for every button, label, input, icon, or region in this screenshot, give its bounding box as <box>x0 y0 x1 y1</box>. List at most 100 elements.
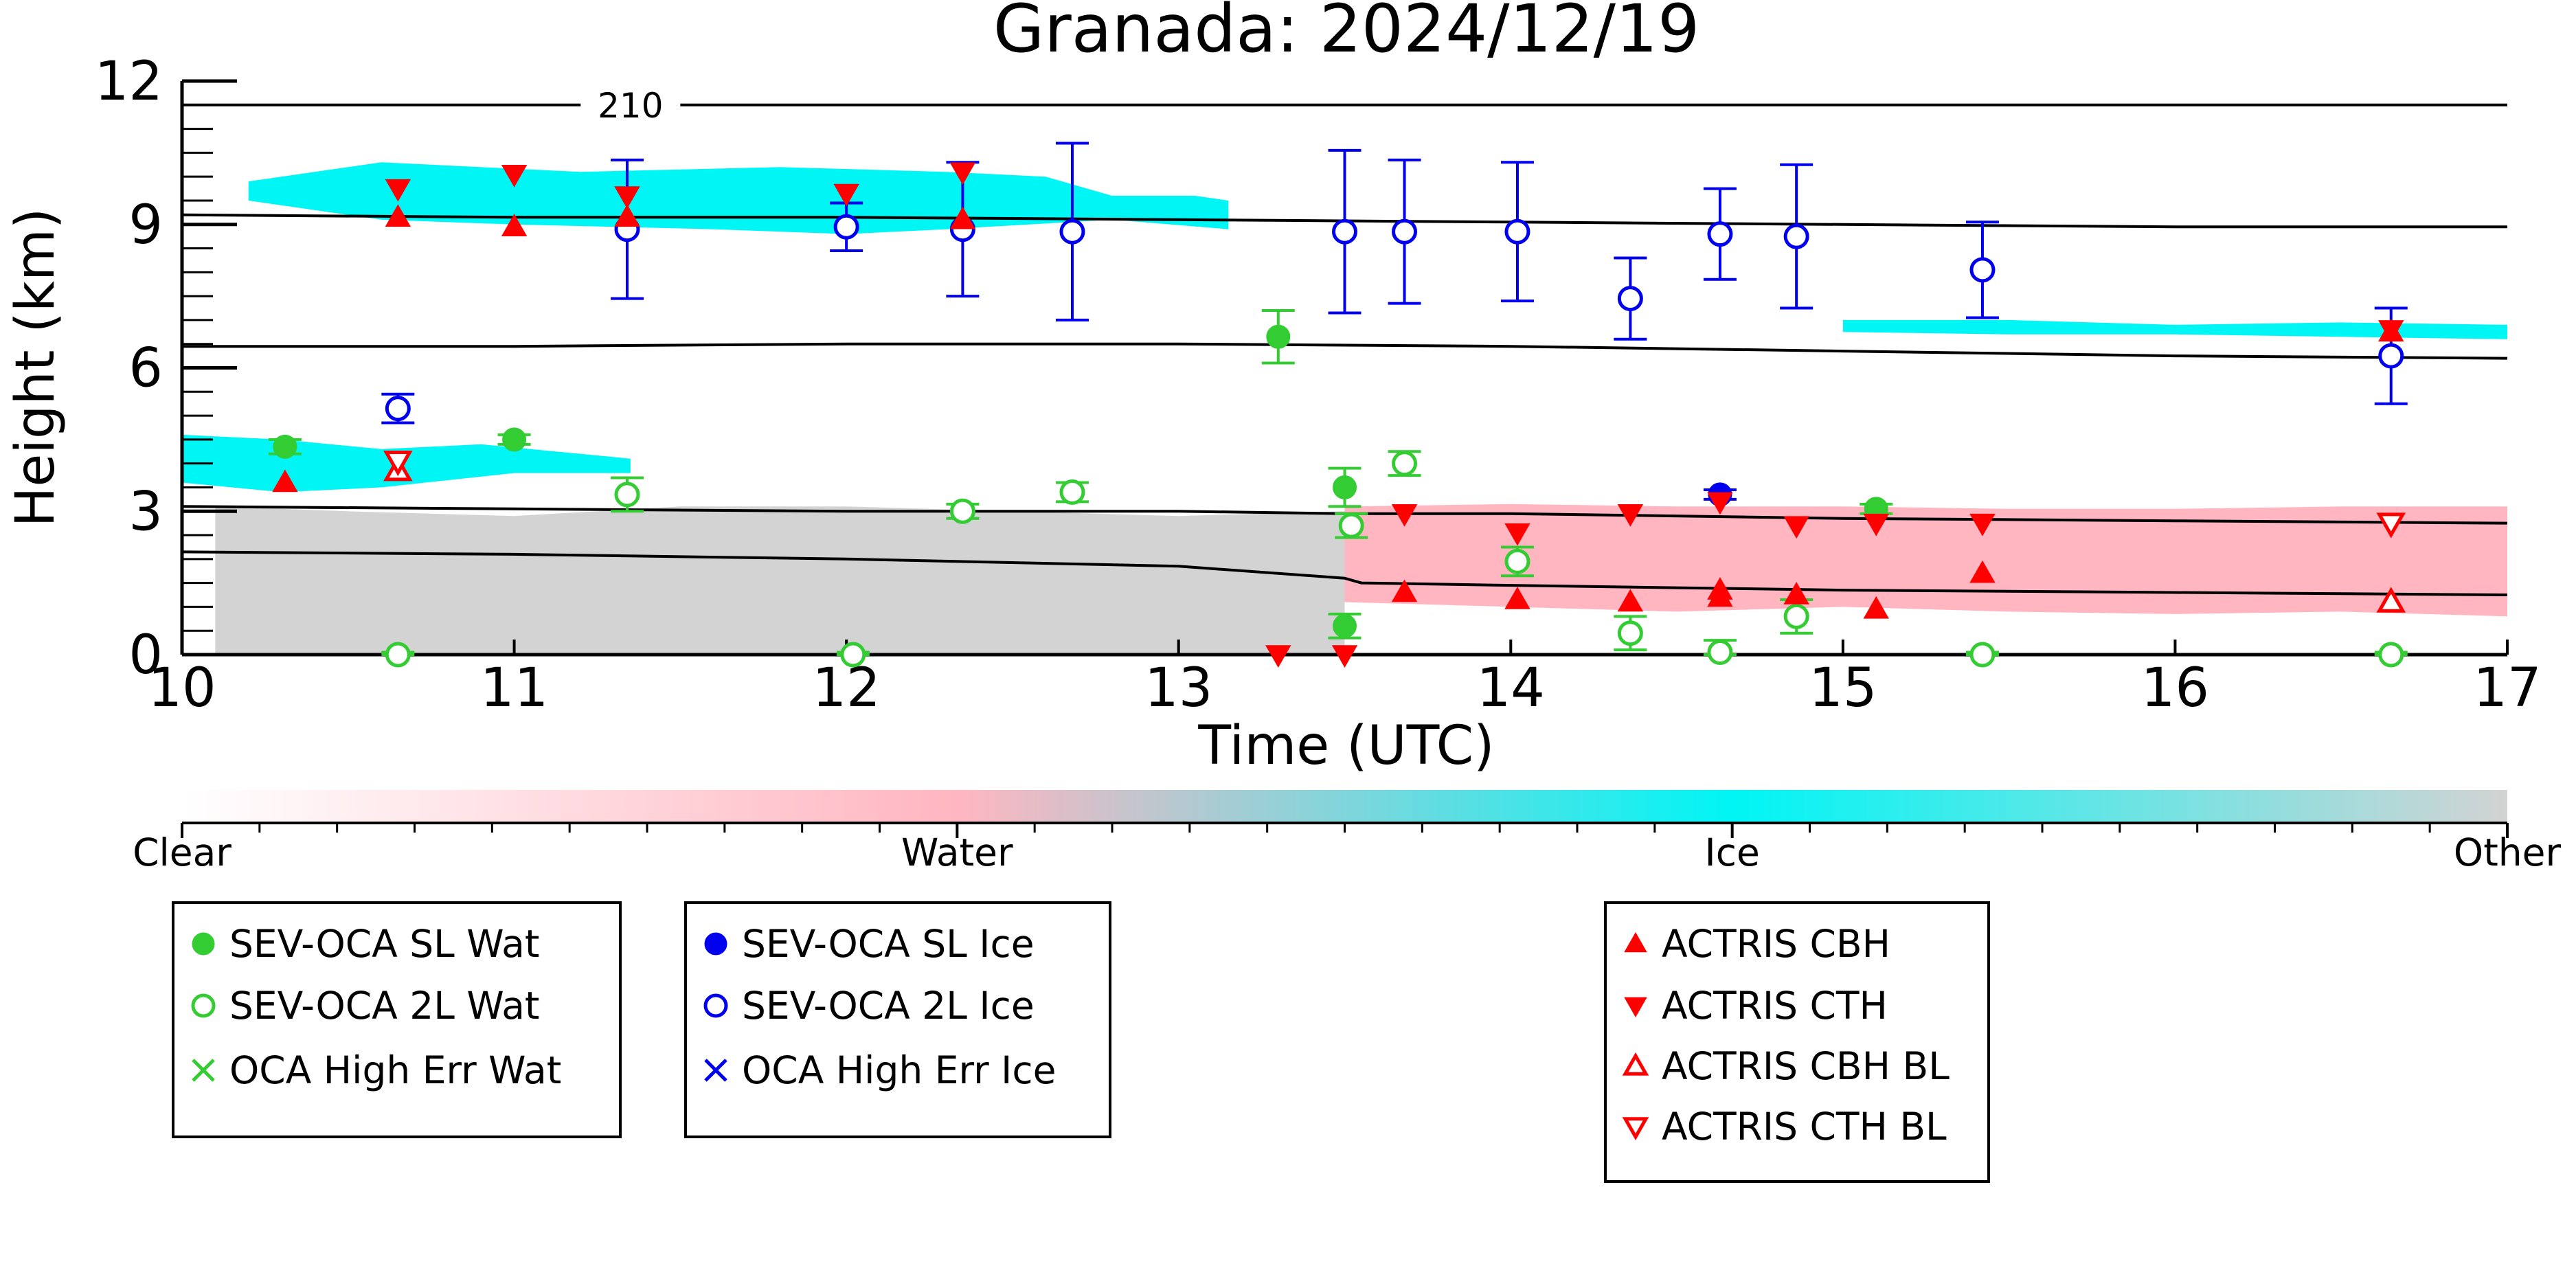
x-tick-label: 14 <box>1477 657 1545 719</box>
marker <box>192 1059 215 1082</box>
x-tick-label: 10 <box>148 657 216 719</box>
x-tick-label: 17 <box>2473 657 2541 719</box>
marker <box>1624 997 1647 1018</box>
marker <box>949 498 975 524</box>
marker <box>273 434 297 459</box>
cloud-region-ice <box>182 434 631 493</box>
marker <box>1622 1117 1649 1141</box>
marker <box>2378 320 2404 343</box>
marker <box>1391 579 1418 602</box>
contour-line <box>181 550 2508 596</box>
x-tick-label: 16 <box>2141 657 2209 719</box>
colorbar-label: Other <box>2454 831 2562 874</box>
y-axis-label: Height (km) <box>5 208 67 528</box>
contour-line <box>182 342 2508 360</box>
marker <box>703 993 728 1018</box>
legend-entry: ACTRIS CTH BL <box>1619 1105 1947 1149</box>
marker <box>1617 504 1644 527</box>
legend-label: SEV-OCA 2L Wat <box>229 984 540 1028</box>
y-tick-label: 6 <box>128 338 163 400</box>
legend-ice: SEV-OCA SL Ice SEV-OCA 2L Ice OCA High Err… <box>684 901 1111 1138</box>
marker <box>1391 504 1418 527</box>
marker <box>1707 640 1733 666</box>
marker <box>704 1059 727 1082</box>
marker <box>1617 620 1643 646</box>
marker <box>1969 513 1996 536</box>
legend-entry: SEV-OCA SL Ice <box>699 922 1035 966</box>
legend-label: ACTRIS CBH BL <box>1662 1044 1950 1088</box>
marker <box>949 162 976 185</box>
legend-entry: SEV-OCA 2L Wat <box>187 984 540 1028</box>
legend-marker <box>1619 1050 1652 1083</box>
marker <box>1624 931 1647 953</box>
marker <box>1059 479 1085 505</box>
marker <box>1783 516 1809 539</box>
marker <box>1617 589 1644 612</box>
colorbar-gradient <box>182 790 2507 823</box>
legend-marker <box>699 927 732 960</box>
x-tick-label: 15 <box>1809 657 1877 719</box>
series-sev-oca-2l-ice <box>381 142 2408 425</box>
y-tick-label: 9 <box>128 194 163 256</box>
marker <box>502 427 527 452</box>
legend-label: SEV-OCA SL Wat <box>229 922 540 966</box>
marker <box>1266 324 1291 349</box>
legend-label: OCA High Err Ice <box>742 1048 1057 1092</box>
marker <box>2376 587 2406 613</box>
marker <box>1265 645 1291 668</box>
legend-marker <box>187 927 220 960</box>
marker <box>1707 221 1733 247</box>
x-axis-label: Time (UTC) <box>1197 715 1494 777</box>
y-tick-label: 3 <box>128 481 163 543</box>
marker <box>1969 257 1996 283</box>
marker <box>1707 492 1733 515</box>
marker <box>1783 582 1809 605</box>
legend-entry: SEV-OCA SL Wat <box>187 922 540 966</box>
legend-marker <box>1619 989 1652 1022</box>
marker <box>1332 218 1357 245</box>
legend-marker <box>187 1054 220 1087</box>
marker <box>840 642 866 668</box>
marker <box>2376 512 2406 539</box>
marker <box>1392 451 1418 477</box>
marker <box>191 993 216 1018</box>
chart-title: Granada: 2024/12/19 <box>993 0 1699 67</box>
series-actris-cbh <box>272 204 2404 619</box>
marker <box>614 204 640 227</box>
x-tick-label: 12 <box>813 657 881 719</box>
marker <box>1331 645 1358 668</box>
marker <box>2378 642 2404 668</box>
marker <box>949 206 976 229</box>
legend-entry: OCA High Err Wat <box>187 1048 562 1092</box>
marker <box>385 396 411 422</box>
legend-label: ACTRIS CTH BL <box>1662 1105 1947 1149</box>
contour-label: 210 <box>598 86 663 126</box>
marker <box>614 482 640 508</box>
legend-entry: ACTRIS CBH BL <box>1619 1044 1950 1088</box>
marker <box>833 183 859 207</box>
legend-entry: SEV-OCA 2L Ice <box>699 984 1035 1028</box>
marker <box>1504 218 1530 245</box>
marker <box>1338 512 1364 539</box>
legend-marker <box>1619 1110 1652 1143</box>
colorbar: Clear Water Ice Other <box>133 790 2561 874</box>
legend-water: SEV-OCA SL Wat SEV-OCA 2L Wat OCA High Err… <box>172 901 622 1138</box>
cloud-region-ice <box>1842 319 2507 339</box>
legend-actris: ACTRIS CBH ACTRIS CTH ACTRIS CBH BL ACTRIS … <box>1604 901 1990 1183</box>
legend-label: SEV-OCA 2L Ice <box>742 984 1035 1028</box>
marker <box>2378 343 2404 369</box>
marker <box>1783 603 1809 629</box>
legend-label: ACTRIS CBH <box>1662 922 1890 966</box>
marker <box>1333 475 1357 499</box>
legend-label: ACTRIS CTH <box>1662 984 1888 1028</box>
legend-marker <box>699 1054 732 1087</box>
marker <box>501 164 528 188</box>
marker <box>1333 613 1357 638</box>
legend-label: OCA High Err Wat <box>229 1048 562 1092</box>
marker <box>1863 596 1889 619</box>
y-tick-label: 0 <box>128 624 163 686</box>
x-tick-label: 13 <box>1144 657 1212 719</box>
legend-label: SEV-OCA SL Ice <box>742 922 1035 966</box>
legend-marker <box>1619 927 1652 960</box>
